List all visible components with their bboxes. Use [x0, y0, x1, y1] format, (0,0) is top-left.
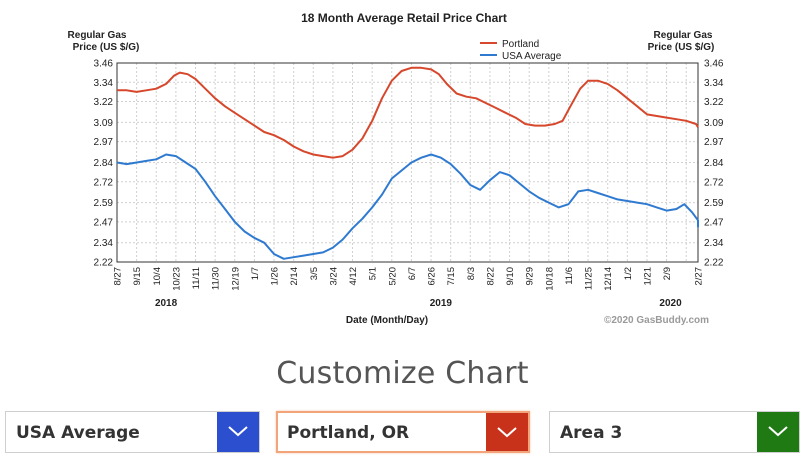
area3-dropdown-button[interactable] [757, 412, 799, 452]
x-tick-label: 10/4 [152, 267, 163, 286]
y-tick-label-right: 3.34 [704, 78, 724, 89]
area3-select-value: Area 3 [560, 423, 623, 443]
chevron-down-icon [497, 427, 517, 438]
left-axis-label: Regular Gas Price (US $/G) [68, 30, 140, 53]
area3-select[interactable]: Area 3 [549, 411, 800, 453]
x-tick-label: 1/21 [642, 267, 653, 286]
x-tick-label: 12/14 [603, 267, 614, 291]
x-tick-label: 5/20 [387, 267, 398, 286]
y-tick-label-left: 3.46 [94, 59, 114, 70]
x-tick-label: 2/9 [662, 267, 673, 280]
x-tick-label: 11/11 [191, 267, 202, 289]
x-tick-label: 2/14 [289, 267, 300, 286]
x-axis-label: Date (Month/Day) [346, 315, 428, 326]
x-tick-label: 1/26 [270, 267, 281, 286]
y-tick-label-right: 2.34 [704, 238, 724, 249]
area2-dropdown-button[interactable] [486, 413, 528, 451]
y-tick-label-left: 2.97 [94, 137, 114, 148]
right-axis-label-line: Regular Gas [654, 30, 713, 41]
x-tick-label: 3/24 [328, 267, 339, 286]
y-tick-label-right: 2.47 [704, 217, 724, 228]
x-tick-label: 11/25 [584, 267, 595, 290]
legend-label-usa: USA Average [502, 51, 562, 62]
x-tick-label: 8/27 [113, 267, 124, 286]
y-tick-label-right: 2.59 [704, 198, 724, 209]
legend-label-portland: Portland [502, 39, 539, 50]
x-tick-label: 8/3 [466, 267, 477, 280]
y-tick-label-right: 2.72 [704, 177, 724, 188]
y-tick-label-right: 3.46 [704, 59, 724, 70]
x-tick-label: 12/19 [230, 267, 241, 291]
series-line-usa-average [116, 153, 699, 260]
area2-select-value: Portland, OR [287, 423, 410, 443]
customize-chart-heading: Customize Chart [276, 356, 529, 391]
x-tick-label: 1/2 [623, 267, 634, 280]
y-tick-label-left: 3.09 [94, 118, 114, 129]
x-tick-label: 11/6 [564, 267, 575, 285]
x-tick-label: 11/30 [211, 267, 222, 290]
year-label: 2020 [659, 298, 682, 309]
y-tick-label-right: 3.22 [704, 97, 724, 108]
y-tick-label-right: 2.84 [704, 158, 724, 169]
x-tick-label: 6/7 [407, 267, 418, 280]
chart-title: 18 Month Average Retail Price Chart [301, 11, 507, 25]
x-tick-label: 8/22 [485, 267, 496, 286]
y-tick-label-left: 2.84 [94, 158, 114, 169]
x-tick-label: 10/18 [544, 267, 555, 291]
y-tick-label-left: 2.22 [94, 258, 114, 269]
y-tick-label-right: 3.09 [704, 118, 724, 129]
chart-legend: Portland USA Average [480, 39, 562, 62]
x-tick-label: 10/23 [171, 267, 182, 291]
left-axis-label-line: Regular Gas [68, 30, 127, 41]
x-tick-label: 2/27 [694, 267, 705, 286]
year-label: 2018 [155, 298, 178, 309]
series-line-portland [117, 66, 699, 159]
year-label: 2019 [430, 298, 453, 309]
y-tick-label-right: 2.22 [704, 258, 724, 269]
chart-credit: ©2020 GasBuddy.com [604, 315, 709, 326]
x-tick-label: 9/15 [132, 267, 143, 286]
x-tick-label: 3/5 [309, 267, 320, 280]
price-chart: 18 Month Average Retail Price Chart Regu… [68, 11, 724, 326]
x-tick-label: 1/7 [250, 267, 261, 280]
x-tick-label: 4/12 [348, 267, 359, 286]
x-tick-label: 7/15 [446, 267, 457, 286]
y-tick-label-left: 3.22 [94, 97, 114, 108]
right-axis-label: Regular Gas Price (US $/G) [648, 30, 715, 53]
area1-dropdown-button[interactable] [217, 412, 259, 452]
area1-select-value: USA Average [16, 423, 140, 443]
x-tick-label: 5/1 [368, 267, 379, 280]
area1-select[interactable]: USA Average [5, 411, 260, 453]
right-axis-label-line: Price (US $/G) [648, 42, 715, 53]
y-tick-label-left: 2.34 [94, 238, 114, 249]
chevron-down-icon [228, 426, 248, 437]
x-tick-label: 6/26 [427, 267, 438, 286]
x-tick-label: 9/10 [505, 267, 516, 286]
left-axis-label-line: Price (US $/G) [73, 42, 140, 53]
y-tick-label-left: 2.59 [94, 198, 114, 209]
chevron-down-icon [768, 426, 788, 437]
y-tick-label-right: 2.97 [704, 137, 724, 148]
y-tick-label-left: 3.34 [94, 78, 114, 89]
y-tick-label-left: 2.47 [94, 217, 114, 228]
area2-select[interactable]: Portland, OR [276, 411, 530, 453]
x-tick-label: 9/29 [525, 267, 536, 286]
y-tick-label-left: 2.72 [94, 177, 114, 188]
